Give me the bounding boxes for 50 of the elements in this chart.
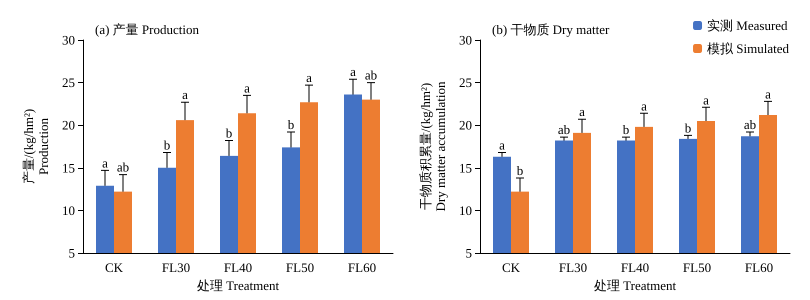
annotation: ab [744, 117, 756, 132]
annotation: a [306, 70, 312, 86]
y-tick-label: 5 [68, 246, 75, 260]
annotation: b [516, 163, 524, 178]
annotation: b [684, 120, 692, 136]
annotation: a [579, 104, 586, 120]
y-tick-label: 25 [62, 75, 75, 90]
annotation: b [164, 137, 170, 152]
annotation: a [350, 64, 356, 80]
annotation: b [226, 126, 232, 141]
x-tick-label: FL40 [224, 260, 252, 275]
annotation: ab [558, 122, 570, 138]
annotation: ab [116, 160, 130, 175]
x-tick-label: FL50 [286, 260, 314, 275]
y-tick-label: 20 [459, 118, 472, 133]
annotation: a [641, 98, 648, 114]
y-tick-label: 5 [466, 246, 472, 260]
legend-label: 模拟 Simulated [707, 41, 790, 56]
annotation: a [182, 87, 188, 102]
chart-title: (a) 产量 Production [95, 22, 200, 37]
y-tick-label: 20 [62, 118, 75, 133]
chart-title: (b) 干物质 Dry matter [492, 22, 610, 37]
y-tick-label: 10 [62, 202, 75, 218]
annotation: a [703, 92, 710, 108]
y-tick-label: 15 [459, 160, 472, 176]
x-tick-label: FL50 [682, 260, 712, 275]
x-tick-label: FL60 [744, 260, 774, 275]
y-tick-label: 15 [62, 160, 75, 176]
x-axis-title: 处理 Treatment [196, 278, 280, 293]
x-tick-label: FL30 [558, 260, 588, 275]
x-tick-label: CK [104, 260, 124, 275]
x-tick-label: FL40 [620, 260, 650, 275]
y-tick-label: 30 [459, 32, 472, 48]
x-tick-label: FL30 [162, 260, 190, 275]
annotation: a [499, 137, 506, 152]
y-tick-label: 25 [459, 75, 472, 90]
annotation: a [102, 155, 108, 170]
annotation: a [244, 80, 250, 96]
y-axis-title: 干物质积累量/(kg/hm²) Dry matter accumulation [418, 81, 448, 212]
annotation: ab [364, 68, 378, 83]
y-axis-title: 产量/(kg/hm²) Production [21, 108, 51, 184]
y-tick-label: 30 [62, 32, 75, 48]
legend-label: 实测 Measured [707, 18, 788, 33]
x-axis-title: 处理 Treatment [594, 278, 676, 293]
annotation: b [622, 122, 630, 138]
y-tick-label: 10 [459, 202, 472, 218]
annotation: b [288, 117, 294, 132]
x-tick-label: CK [502, 260, 521, 275]
annotation: a [765, 86, 772, 102]
x-tick-label: FL60 [348, 260, 376, 275]
